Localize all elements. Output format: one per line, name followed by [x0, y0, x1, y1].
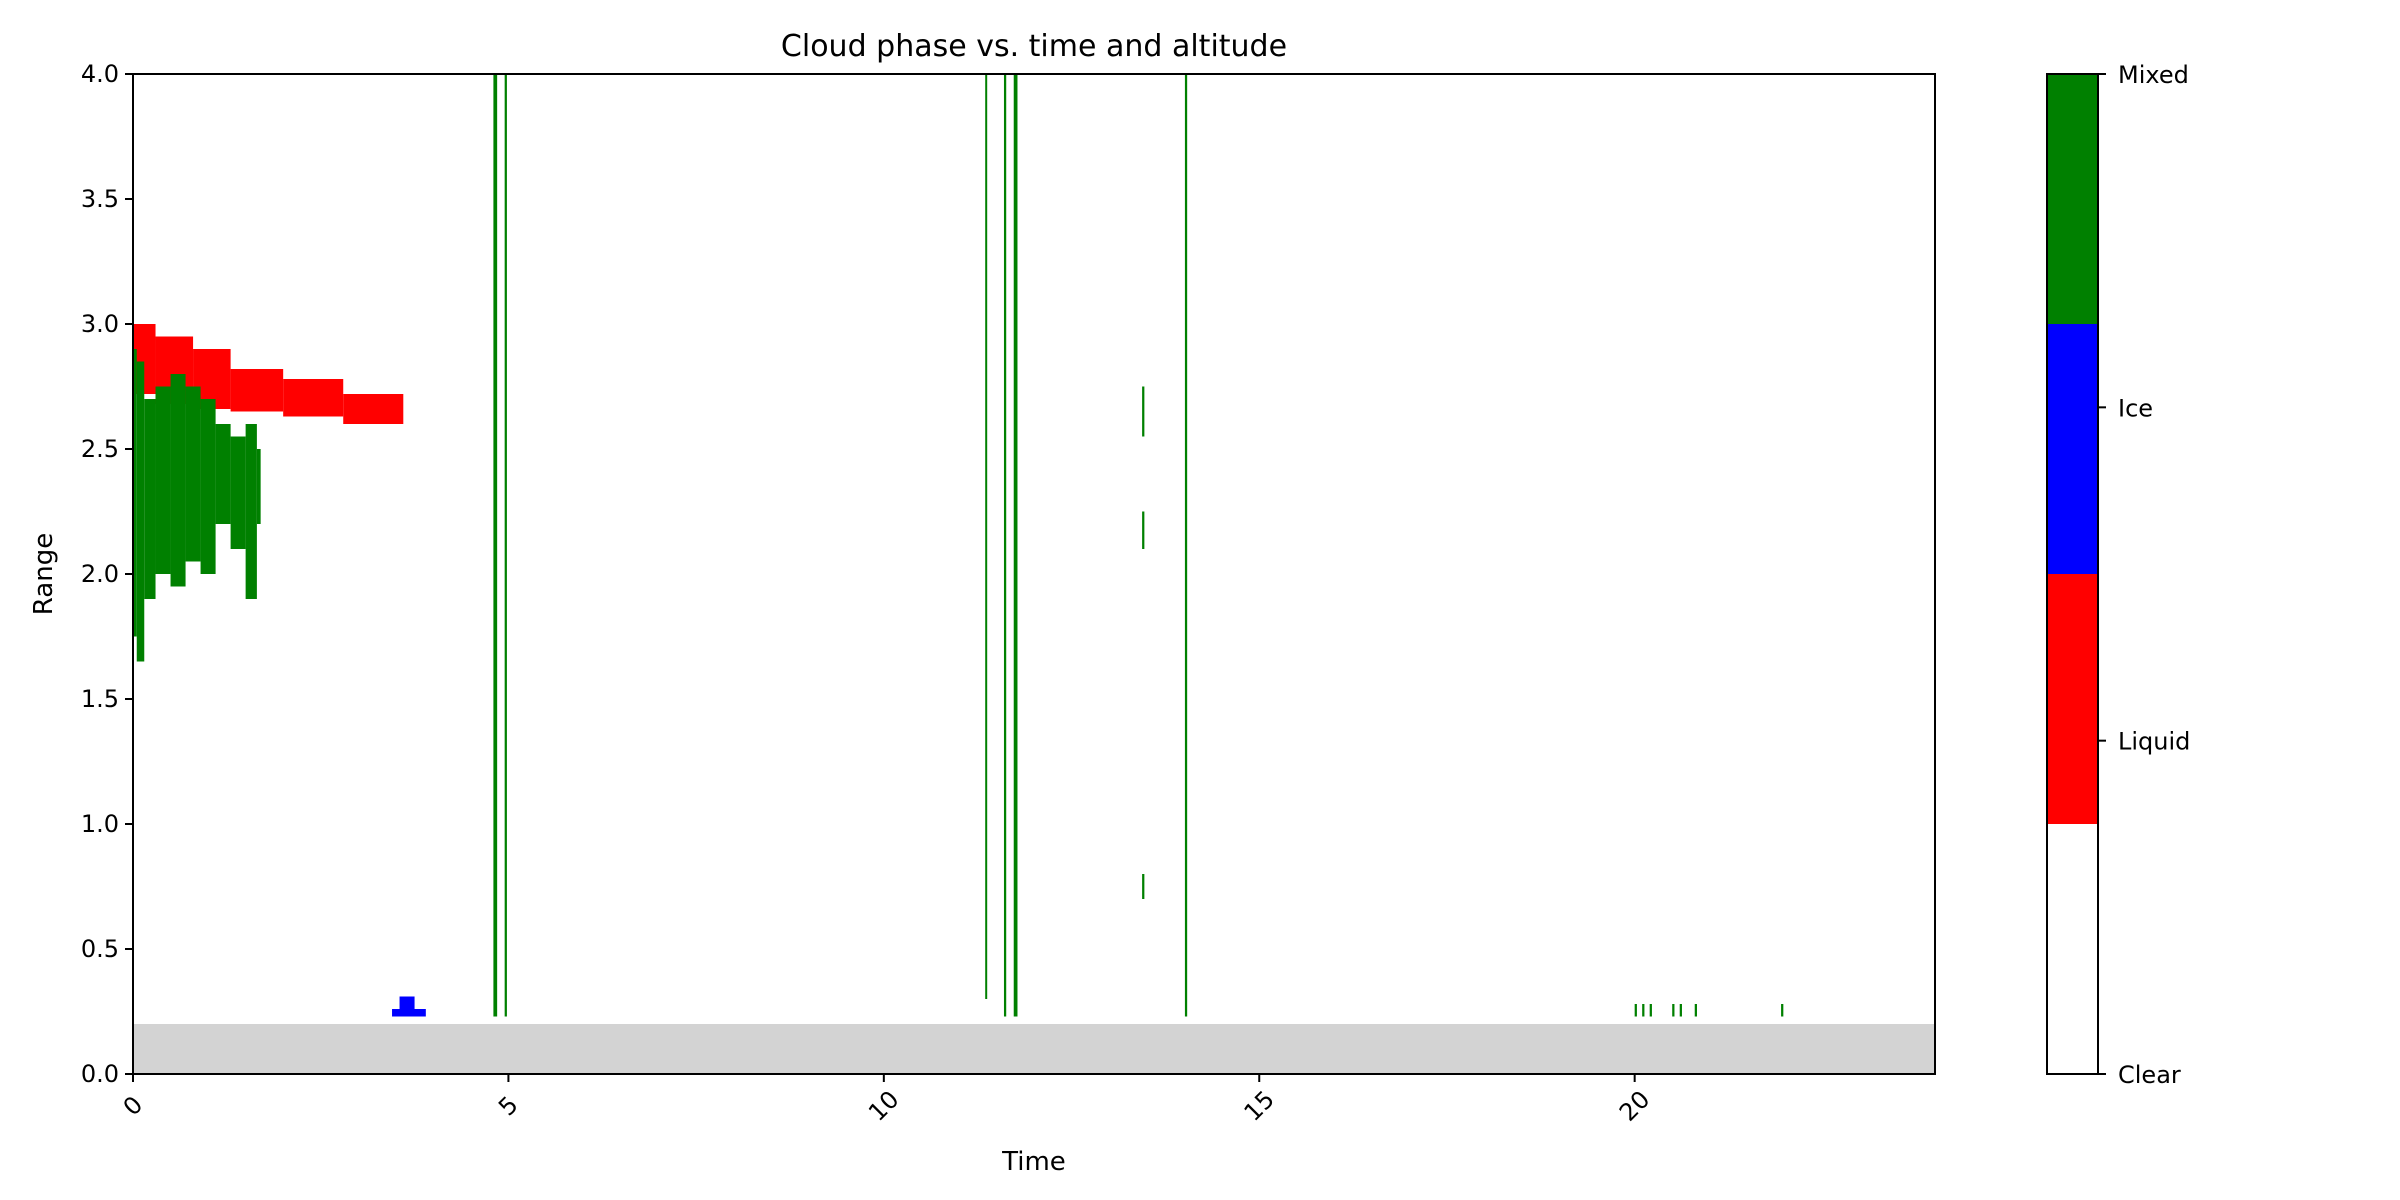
chart-title: Cloud phase vs. time and altitude	[781, 29, 1287, 64]
phase-cell-ice	[399, 996, 415, 1009]
phase-cell-mixed	[1184, 74, 1188, 1017]
phase-cell-mixed	[245, 424, 257, 599]
phase-cell-mixed	[133, 349, 137, 637]
phase-colorbar: Clear Liquid Ice Mixed	[2046, 61, 2190, 1089]
colorbar-label-liquid: Liquid	[2118, 728, 2190, 756]
phase-cell-liquid	[230, 369, 284, 412]
x-axis-label: Time	[1001, 1147, 1066, 1177]
x-tick-label: 10	[863, 1085, 904, 1126]
phase-cell-mixed	[155, 386, 171, 574]
phase-cell-mixed	[1679, 1004, 1682, 1017]
phase-cell-liquid	[283, 379, 344, 417]
phase-cell-mixed	[1013, 74, 1018, 1017]
x-tick-label: 0	[118, 1091, 149, 1122]
phase-cell-mixed	[1649, 1004, 1652, 1017]
phase-cell-liquid	[343, 394, 404, 424]
phase-cell-mixed	[1142, 874, 1145, 899]
y-tick-label: 1.5	[81, 685, 119, 713]
phase-cell-ice	[392, 1009, 426, 1017]
colorbar-swatch-ice	[2047, 324, 2098, 574]
x-tick-label: 20	[1614, 1085, 1655, 1126]
x-tick-label: 5	[493, 1091, 524, 1122]
phase-cell-mixed	[256, 449, 261, 524]
cloud-phase-marks	[133, 74, 1935, 1074]
y-tick-label: 3.5	[81, 185, 119, 213]
phase-cell-mixed	[136, 361, 145, 662]
plot-area	[133, 74, 1935, 1074]
colorbar-swatch-liquid	[2047, 574, 2098, 824]
phase-cell-mixed	[144, 399, 156, 599]
phase-cell-mixed	[1142, 386, 1145, 437]
phase-cell-mixed	[185, 386, 201, 562]
y-tick-label: 0.0	[81, 1060, 119, 1088]
colorbar-label-clear: Clear	[2118, 1061, 2181, 1089]
y-tick-label: 2.5	[81, 435, 119, 463]
phase-cell-mixed	[985, 74, 988, 999]
ground-band	[133, 1024, 1935, 1074]
y-tick-label: 3.0	[81, 310, 119, 338]
phase-cell-mixed	[1634, 1004, 1637, 1017]
colorbar-swatch-mixed	[2047, 74, 2098, 324]
colorbar-frame	[2046, 73, 2099, 1075]
phase-cell-mixed	[1781, 1004, 1784, 1017]
phase-cell-mixed	[215, 424, 231, 524]
phase-cell-mixed	[1003, 74, 1007, 1017]
phase-cell-mixed	[170, 374, 186, 587]
phase-cell-mixed	[230, 436, 246, 549]
phase-cell-mixed	[1142, 511, 1145, 549]
phase-cell-mixed	[1694, 1004, 1697, 1017]
x-axis: 0 5 10 15 20	[118, 1074, 1655, 1127]
phase-cell-mixed	[1672, 1004, 1675, 1017]
y-tick-label: 0.5	[81, 935, 119, 963]
phase-cell-mixed	[504, 74, 507, 1017]
y-tick-label: 1.0	[81, 810, 119, 838]
colorbar-label-ice: Ice	[2118, 394, 2153, 422]
phase-cell-mixed	[200, 399, 216, 574]
x-tick-label: 15	[1239, 1085, 1280, 1126]
phase-cell-mixed	[493, 74, 498, 1017]
y-axis: 0.0 0.5 1.0 1.5 2.0 2.5 3.0 3.5 4.0	[81, 60, 133, 1088]
plot-background	[133, 74, 1935, 1074]
y-tick-label: 4.0	[81, 60, 119, 88]
y-axis-label: Range	[29, 533, 59, 615]
y-tick-label: 2.0	[81, 560, 119, 588]
colorbar-label-mixed: Mixed	[2118, 61, 2189, 89]
phase-cell-mixed	[1642, 1004, 1645, 1017]
colorbar-swatch-clear	[2047, 824, 2098, 1074]
